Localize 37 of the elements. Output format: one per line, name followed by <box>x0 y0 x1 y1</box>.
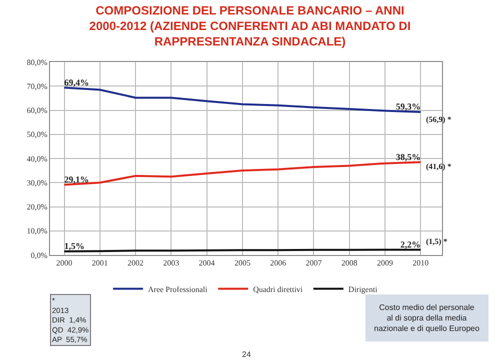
data-label: 38,5% <box>396 152 421 162</box>
annotation: (56,9) * <box>426 115 452 124</box>
line-series <box>63 161 422 186</box>
y-tick-label: 70,0% <box>26 82 48 91</box>
text: Costo medio del personale al di sopra della media nazionale e di quello Europeo <box>374 303 480 333</box>
annotation: (1,5) * <box>426 237 448 246</box>
legend-label: Dirigenti <box>348 284 378 294</box>
y-tick-label: 30,0% <box>26 178 48 188</box>
legend-label: Aree Professionali <box>148 284 208 294</box>
x-tick-label: 2003 <box>163 258 180 268</box>
x-tick-label: 2004 <box>198 258 215 268</box>
y-tick-label: 40,0% <box>26 154 48 164</box>
line-series <box>63 86 422 113</box>
y-tick-label: 80,0% <box>26 58 48 67</box>
x-tick-label: 2006 <box>270 258 286 268</box>
x-tick-label: 2007 <box>306 258 322 268</box>
x-tick-label: 2001 <box>92 258 108 268</box>
chart-title: COMPOSIZIONE DEL PERSONALE BANCARIO – ANNI 2000-2012 (AZIENDE CONFERENTI AD ABI MANDATO DI RAPPRESENTANZA SINDACALE) <box>89 3 411 49</box>
data-label: 29,1% <box>64 174 89 185</box>
data-label: 59,3% <box>396 102 421 112</box>
y-tick-label: 60,0% <box>26 106 48 116</box>
x-tick-label: 2000 <box>56 258 72 268</box>
annotation: (41,6) * <box>426 162 452 171</box>
data-label: 2,2% <box>400 239 421 250</box>
x-tick-label: 2010 <box>412 258 429 268</box>
y-tick-label: 0,0% <box>30 250 48 260</box>
data-label: 69,4% <box>64 77 89 88</box>
y-tick-label: 50,0% <box>26 130 48 140</box>
x-tick-label: 2005 <box>234 258 250 268</box>
text: 24 <box>242 350 252 359</box>
x-tick-label: 2008 <box>341 258 358 268</box>
y-tick-label: 20,0% <box>26 202 48 212</box>
data-label: 1,5% <box>64 241 84 252</box>
x-tick-label: 2002 <box>128 258 144 268</box>
x-tick-label: 2009 <box>376 258 393 268</box>
legend-label: Quadri direttivi <box>253 284 304 294</box>
y-tick-label: 10,0% <box>26 226 48 236</box>
